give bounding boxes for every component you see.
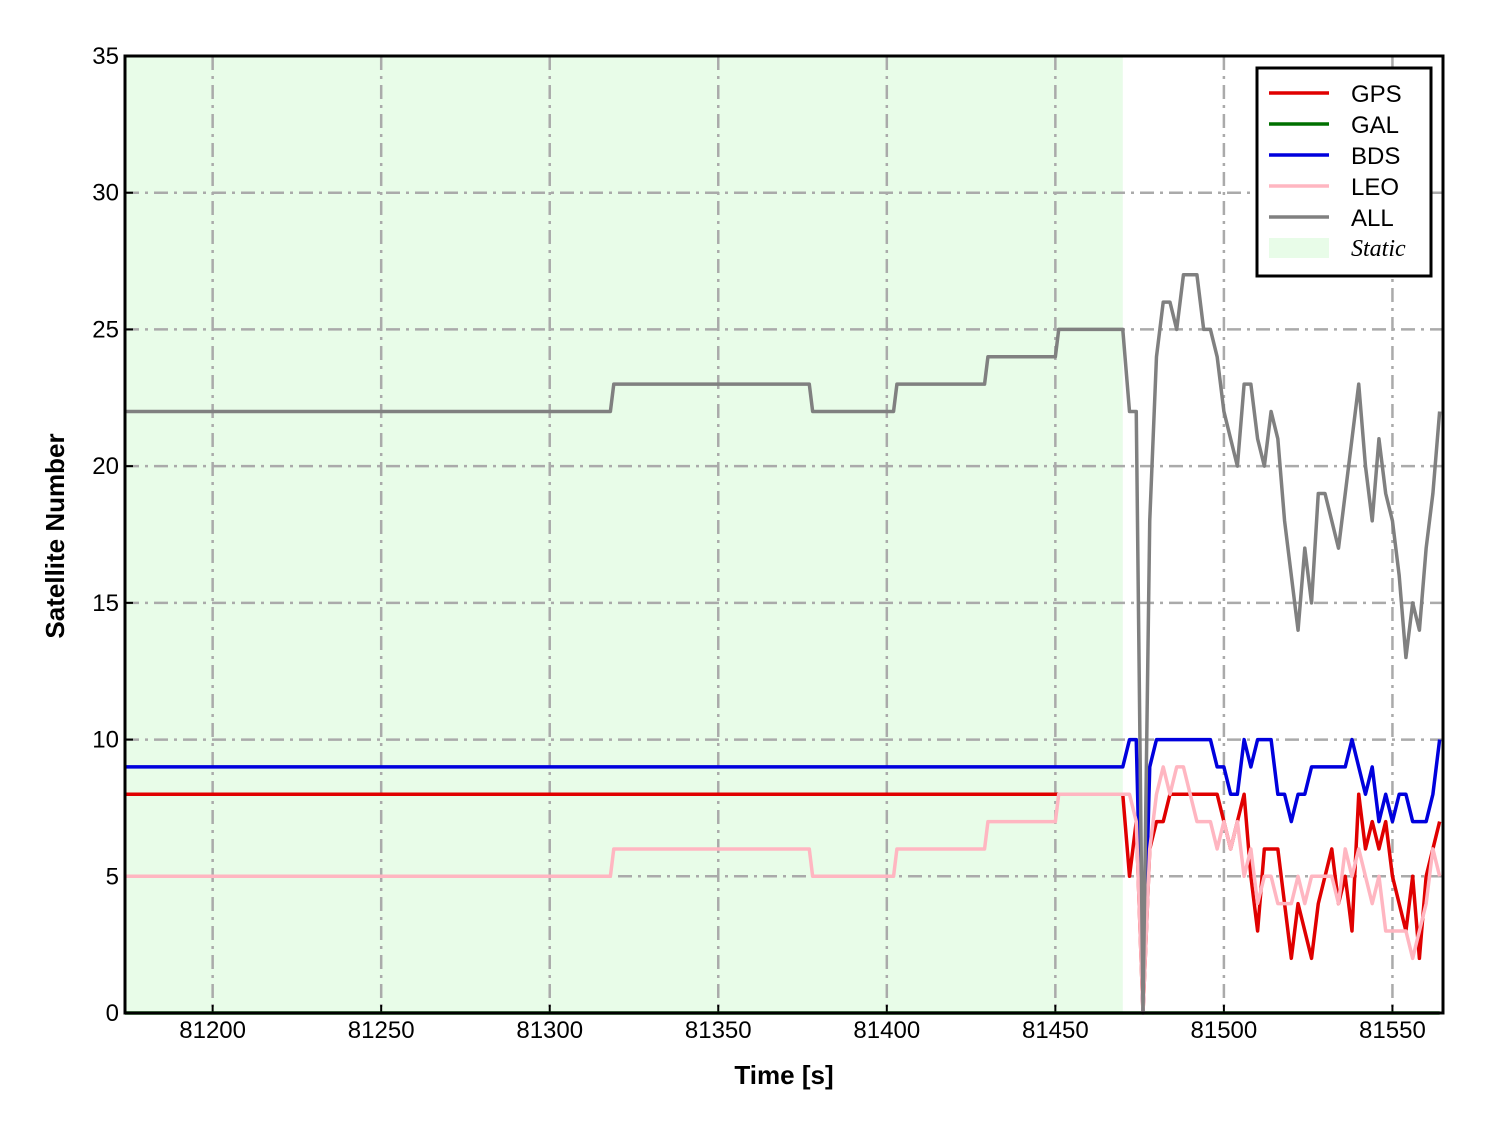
- legend-swatch: [1269, 238, 1329, 258]
- legend-label: GPS: [1351, 81, 1402, 108]
- x-tick-label: 81550: [1359, 1017, 1426, 1044]
- legend-label: Static: [1351, 236, 1406, 262]
- x-tick-label: 81500: [1191, 1017, 1258, 1044]
- y-tick-label: 30: [92, 180, 119, 207]
- legend-label: BDS: [1351, 143, 1400, 170]
- x-tick-label: 81350: [685, 1017, 752, 1044]
- x-tick-label: 81300: [516, 1017, 583, 1044]
- y-axis-label: Satellite Number: [40, 433, 70, 638]
- series-line: [125, 272, 1442, 1015]
- series-line: [125, 765, 1442, 1015]
- x-tick-label: 81450: [1022, 1017, 1089, 1044]
- series-line: [125, 737, 1442, 1015]
- y-tick-label: 20: [92, 453, 119, 480]
- y-tick-label: 25: [92, 316, 119, 343]
- y-tick-label: 10: [92, 727, 119, 754]
- x-tick-label: 81200: [179, 1017, 246, 1044]
- x-axis-label: Time [s]: [734, 1060, 833, 1090]
- legend-label: LEO: [1351, 174, 1399, 201]
- y-tick-label: 15: [92, 590, 119, 617]
- shaded-region: [125, 56, 1123, 1013]
- y-tick-label: 5: [106, 863, 119, 890]
- y-tick-label: 0: [106, 1000, 119, 1027]
- y-tick-label: 35: [92, 43, 119, 70]
- x-tick-label: 81250: [348, 1017, 415, 1044]
- legend-label: GAL: [1351, 112, 1399, 139]
- legend-label: ALL: [1351, 205, 1394, 232]
- x-tick-label: 81400: [853, 1017, 920, 1044]
- plot-frame: [123, 54, 1445, 1015]
